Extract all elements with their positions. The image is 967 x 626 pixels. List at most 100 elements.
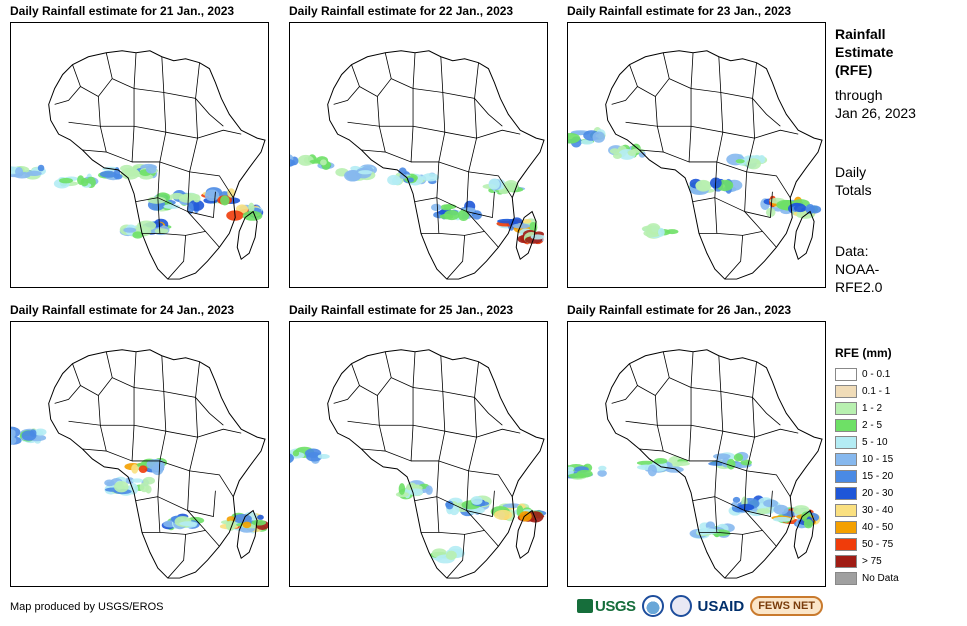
- legend-row: 15 - 20: [835, 468, 899, 485]
- rainfall-patch: [11, 429, 16, 436]
- country-border: [625, 395, 658, 426]
- country-border: [611, 363, 638, 404]
- legend-label: 5 - 10: [862, 437, 888, 448]
- rainfall-patch: [695, 179, 712, 192]
- coastline: [605, 50, 823, 280]
- coastline: [327, 50, 545, 280]
- country-border: [690, 56, 722, 93]
- side-title-line-1: Rainfall: [835, 26, 886, 42]
- rainfall-patch: [674, 461, 690, 467]
- rainfall-patch: [457, 209, 470, 221]
- rainfall-patch: [399, 173, 407, 179]
- legend-row: 20 - 30: [835, 485, 899, 502]
- rainfall-patch: [29, 429, 37, 437]
- rainfall-patch: [653, 457, 668, 464]
- rainfall-patch: [756, 508, 771, 515]
- rainfall-patch: [440, 204, 453, 211]
- rainfall-patch: [179, 521, 198, 527]
- rainfall-patch: [445, 550, 457, 560]
- rainfall-patch: [638, 151, 646, 158]
- rainfall-patch: [131, 464, 139, 474]
- rainfall-patch: [248, 202, 255, 213]
- madagascar-outline: [515, 509, 537, 560]
- rainfall-patch: [123, 227, 137, 233]
- country-border: [746, 470, 791, 497]
- usgs-logo-text: USGS: [595, 597, 636, 615]
- rainfall-patch: [124, 169, 140, 177]
- legend-title: RFE (mm): [835, 346, 892, 360]
- legend-label: No Data: [862, 573, 899, 584]
- side-data-source: Data: NOAA- RFE2.0: [835, 242, 882, 296]
- rainfall-map-22: [289, 22, 548, 288]
- madagascar-outline: [793, 210, 815, 261]
- country-border: [698, 496, 718, 533]
- country-border: [744, 191, 773, 219]
- country-border: [639, 126, 664, 153]
- rainfall-patch: [257, 514, 264, 520]
- rainfall-patch: [732, 496, 741, 504]
- madagascar-outline: [236, 210, 258, 261]
- rainfall-patch: [738, 503, 755, 511]
- country-border: [187, 490, 216, 518]
- country-border: [468, 171, 513, 198]
- rainfall-patch: [803, 519, 813, 529]
- side-totals-line-1: Daily: [835, 164, 867, 180]
- rainfall-patch: [34, 428, 47, 436]
- rainfall-patch: [242, 521, 252, 529]
- rainfall-patch: [805, 204, 815, 215]
- rainfall-patch: [163, 204, 180, 209]
- rainfall-patch: [290, 159, 296, 167]
- rainfall-patch: [99, 170, 117, 178]
- country-border: [744, 510, 777, 547]
- legend-swatch: [835, 555, 857, 568]
- panel-title-26: Daily Rainfall estimate for 26 Jan., 202…: [567, 303, 792, 317]
- country-border: [444, 397, 477, 438]
- country-border: [442, 361, 479, 398]
- map-canvas: [11, 50, 266, 280]
- rainfall-patch: [746, 158, 761, 170]
- legend-swatch: [835, 385, 857, 398]
- legend-row: No Data: [835, 570, 899, 587]
- side-title-line-2: Estimate: [835, 44, 894, 60]
- country-border: [637, 52, 670, 97]
- rainfall-patch: [251, 519, 267, 526]
- country-border: [698, 197, 718, 234]
- legend-row: 40 - 50: [835, 519, 899, 536]
- legend-label: 30 - 40: [862, 505, 894, 516]
- country-border: [187, 191, 216, 219]
- legend-label: 1 - 2: [862, 403, 883, 414]
- rainfall-patch: [627, 149, 637, 156]
- rainfall-patch: [77, 175, 85, 185]
- country-border: [167, 534, 187, 579]
- country-border: [54, 64, 81, 105]
- legend-swatch: [835, 504, 857, 517]
- usaid-seal-icon: [669, 595, 692, 617]
- rainfall-patch: [358, 170, 373, 175]
- rainfall-patch: [488, 178, 500, 190]
- country-border: [752, 98, 781, 127]
- rainfall-map-21: [10, 22, 269, 288]
- rainfall-patch: [503, 180, 519, 192]
- side-through-line-2: Jan 26, 2023: [835, 105, 916, 121]
- legend-label: 0.1 - 1: [862, 386, 891, 397]
- country-border: [197, 129, 242, 139]
- africa-landmass: [48, 50, 266, 280]
- country-border: [189, 171, 234, 198]
- rainfall-patch: [131, 478, 143, 483]
- rainfall-patch: [220, 195, 230, 206]
- legend-row: 0 - 0.1: [835, 366, 899, 383]
- map-canvas: [568, 349, 823, 579]
- panel-title-24: Daily Rainfall estimate for 24 Jan., 202…: [10, 303, 235, 317]
- rainfall-patch: [317, 454, 330, 459]
- rainfall-patch: [527, 511, 544, 523]
- rainfall-patch: [15, 167, 24, 177]
- rainfall-patch: [409, 488, 423, 496]
- rainfall-patch: [445, 501, 452, 508]
- madagascar-outline: [236, 509, 258, 560]
- legend-swatch: [835, 402, 857, 415]
- rainfall-patch: [425, 485, 433, 495]
- noaa-logo: [641, 595, 664, 617]
- fews-net-logo: FEWS NET: [750, 596, 824, 616]
- rainfall-patch: [398, 483, 406, 495]
- panel-title-21: Daily Rainfall estimate for 21 Jan., 202…: [10, 4, 235, 18]
